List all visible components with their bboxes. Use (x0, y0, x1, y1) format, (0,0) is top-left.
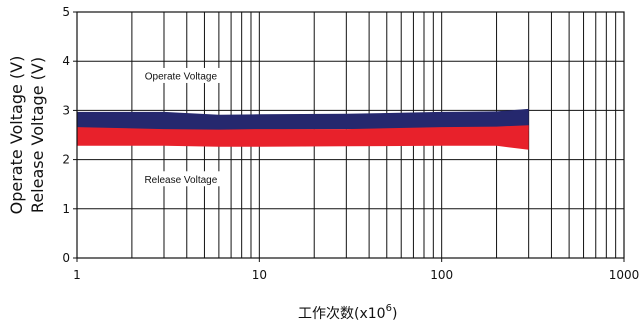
plot-frame (76, 11, 625, 259)
y-axis-label-operate: Operate Voltage (V) (7, 56, 26, 215)
series-layer (77, 108, 529, 150)
annotation-operate-voltage: Operate Voltage (145, 71, 218, 82)
y-tick-label: 0 (62, 251, 70, 265)
y-tick-label: 3 (62, 103, 70, 117)
y-axis-label-release: Release Voltage (V) (28, 57, 47, 213)
y-tick-label: 4 (62, 54, 70, 68)
x-tick-label: 100 (430, 268, 453, 282)
annotation-release-voltage: Release Voltage (144, 175, 217, 186)
x-tick-label: 1 (73, 268, 81, 282)
x-tick-label: 1000 (609, 268, 640, 282)
series-band-operate (77, 108, 529, 132)
annotations: Operate Voltage Release Voltage (134, 67, 227, 187)
y-tick-label: 1 (62, 202, 70, 216)
annotation-bg (134, 67, 227, 83)
y-tick-label: 5 (62, 5, 70, 19)
x-tick-label: 10 (252, 268, 267, 282)
x-axis-label-exponent: 6 (386, 303, 392, 314)
annotation-bg (134, 171, 227, 187)
x-axis-label-close: ) (392, 306, 397, 322)
x-axis-label-main: 工作次数(x10 (298, 306, 386, 322)
series-band-release (77, 125, 529, 150)
x-axis-label: 工作次数(x106) (298, 303, 397, 322)
y-tick-label: 2 (62, 153, 70, 167)
